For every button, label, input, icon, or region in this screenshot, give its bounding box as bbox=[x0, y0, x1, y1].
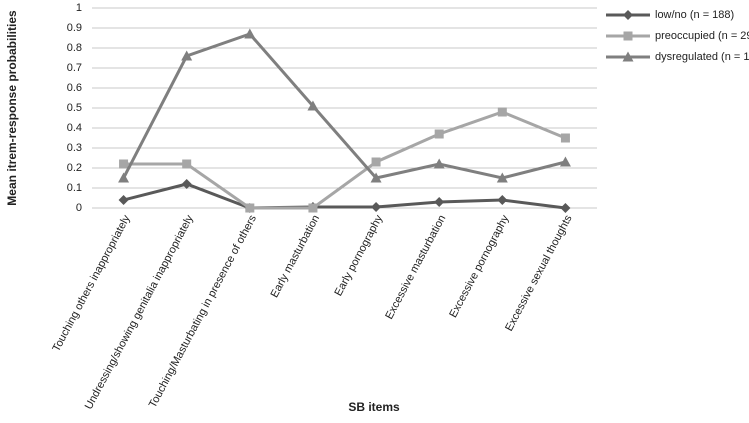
x-tick-label: Touching others inappropriately bbox=[50, 213, 133, 354]
y-tick-label: 0.4 bbox=[67, 122, 82, 134]
marker bbox=[433, 158, 445, 169]
y-tick-label: 0.9 bbox=[67, 22, 82, 34]
marker bbox=[560, 133, 570, 143]
y-tick-label: 0.5 bbox=[67, 102, 82, 114]
marker bbox=[559, 156, 571, 167]
x-tick-label: Excessive masturbation bbox=[383, 213, 448, 321]
marker bbox=[496, 172, 508, 183]
x-axis-label: SB items bbox=[348, 400, 400, 414]
marker bbox=[181, 50, 193, 61]
y-axis-label: Mean itrem-response probabilities bbox=[5, 10, 19, 206]
marker bbox=[119, 159, 129, 169]
series-line bbox=[122, 32, 566, 180]
legend-label: low/no (n = 188) bbox=[655, 9, 734, 21]
x-tick-label: Undressing/showing genitalia inappropria… bbox=[83, 213, 196, 412]
marker bbox=[560, 203, 571, 213]
marker bbox=[623, 31, 633, 41]
marker bbox=[434, 129, 444, 139]
marker bbox=[371, 202, 382, 212]
x-tick-label: Early pornography bbox=[332, 213, 385, 298]
x-tick-label: Early masturbation bbox=[268, 213, 322, 300]
marker bbox=[307, 100, 319, 111]
marker bbox=[245, 203, 255, 213]
x-tick-label: Excessive pornography bbox=[447, 213, 512, 320]
marker bbox=[497, 107, 507, 117]
marker bbox=[497, 195, 508, 205]
y-tick-label: 0.7 bbox=[67, 62, 82, 74]
y-tick-label: 0.8 bbox=[67, 42, 82, 54]
y-tick-label: 0.1 bbox=[67, 182, 82, 194]
x-tick-label: Excessive sexual thoughts bbox=[503, 213, 575, 334]
series-line bbox=[123, 182, 566, 210]
legend-label: preoccupied (n = 29) bbox=[655, 30, 749, 42]
y-tick-label: 0.6 bbox=[67, 82, 82, 94]
marker bbox=[371, 157, 381, 167]
series-line bbox=[123, 110, 567, 210]
marker bbox=[118, 195, 129, 205]
y-tick-label: 1 bbox=[76, 2, 82, 14]
marker bbox=[623, 10, 633, 20]
marker bbox=[370, 172, 382, 183]
y-tick-label: 0.3 bbox=[67, 142, 82, 154]
marker bbox=[182, 159, 192, 169]
x-tick-label: Touching/Masturbating in presence of oth… bbox=[147, 213, 259, 410]
marker bbox=[434, 197, 445, 207]
marker bbox=[622, 51, 634, 62]
marker bbox=[244, 28, 256, 39]
legend-label: dysregulated (n = 13) bbox=[655, 51, 749, 63]
marker bbox=[181, 179, 192, 189]
y-tick-label: 0.2 bbox=[67, 162, 82, 174]
y-tick-label: 0 bbox=[76, 202, 82, 214]
marker bbox=[118, 172, 130, 183]
marker bbox=[308, 203, 318, 213]
